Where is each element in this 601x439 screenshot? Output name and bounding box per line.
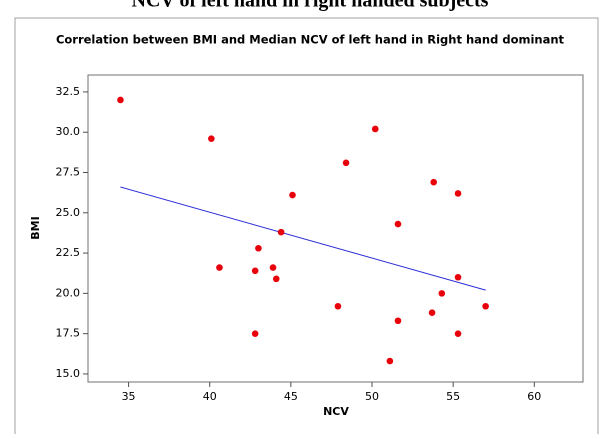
point [334, 302, 342, 310]
point [117, 96, 124, 104]
point [438, 290, 446, 297]
point [342, 159, 350, 167]
y-tick-label: 20.0 [56, 286, 81, 299]
point [251, 330, 259, 337]
y-tick-label: 22.5 [56, 246, 81, 259]
y-tick-label: 25.0 [56, 206, 81, 219]
point [394, 317, 402, 325]
point [289, 191, 296, 199]
x-tick-label: 55 [446, 390, 460, 403]
y-tick-label: 32.5 [56, 85, 81, 98]
point [269, 264, 277, 271]
fit-line [120, 186, 486, 291]
point [454, 273, 462, 281]
x-tick-label: 40 [203, 390, 217, 403]
point [386, 357, 394, 365]
y-tick-label: 27.5 [56, 165, 81, 178]
point [216, 264, 223, 271]
x-axis-label: NCV [323, 405, 349, 418]
y-tick-label: 30.0 [56, 125, 81, 138]
x-tick-label: 45 [284, 390, 298, 403]
point [272, 275, 280, 283]
point [430, 178, 437, 186]
point [208, 135, 215, 142]
chart-title: Correlation between BMI and Median NCV o… [56, 33, 565, 47]
point [251, 267, 259, 275]
y-tick-label: 17.5 [56, 327, 81, 340]
x-tick-label: 35 [122, 390, 136, 403]
y-tick-label: 15.0 [56, 367, 81, 380]
x-tick-label: 50 [365, 390, 379, 403]
point [255, 244, 262, 252]
y-axis-label: BMI [29, 216, 42, 239]
point [454, 330, 462, 337]
point [277, 228, 285, 236]
point [454, 190, 462, 197]
point [482, 302, 489, 310]
point [428, 309, 436, 317]
point [371, 125, 379, 133]
plot-area [87, 74, 584, 383]
point [394, 220, 402, 228]
x-tick-label: 60 [527, 390, 541, 403]
caption: NCV of left hand in right handed subject… [132, 0, 489, 12]
